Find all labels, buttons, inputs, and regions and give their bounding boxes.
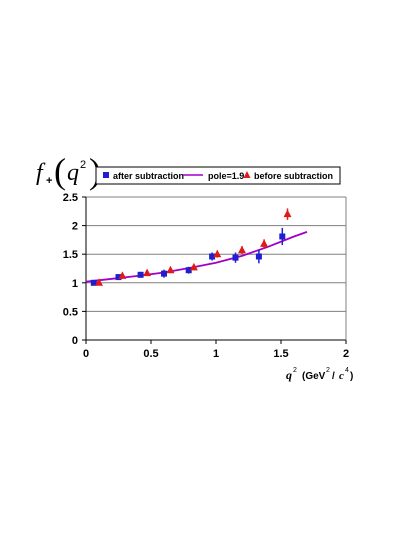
data-point-after	[209, 253, 216, 260]
x-label-unit-open: (GeV	[302, 371, 326, 382]
data-point-before	[238, 245, 246, 254]
y-tick-label: 0.5	[63, 306, 78, 318]
x-tick-label: 0.5	[143, 348, 158, 360]
data-point-after	[90, 279, 97, 286]
x-tick-label: 1.5	[273, 348, 288, 360]
y-tick-label: 0	[72, 335, 78, 347]
y-label-open-paren: (	[54, 151, 66, 191]
x-label-unit-superscript-1: 2	[326, 367, 330, 374]
plot-area: 0 0.5 1 1.5 2 2.5 0 0.5 1 1.5 2	[63, 192, 349, 360]
data-point-after	[279, 233, 286, 240]
legend: after subtraction pole=1.9 before subtra…	[95, 166, 341, 185]
x-label-c: c	[339, 370, 344, 382]
legend-marker-after	[103, 172, 109, 178]
x-label-unit-close: )	[350, 371, 353, 382]
x-label-q: q	[286, 368, 292, 382]
legend-label-pole: pole=1.9	[208, 171, 244, 181]
y-label-f: f	[36, 160, 46, 186]
data-point-before	[95, 278, 103, 286]
data-point-before	[283, 209, 292, 218]
y-tick-label: 2	[72, 221, 78, 233]
data-point-before	[143, 268, 152, 277]
x-tick-label: 2	[343, 348, 349, 360]
x-label-unit-superscript-2: 4	[345, 367, 349, 374]
y-label-q: q	[67, 160, 79, 186]
data-point-before	[189, 262, 198, 271]
axes	[85, 197, 347, 341]
y-label-superscript: 2	[80, 159, 86, 171]
x-tick-label: 1	[213, 348, 219, 360]
data-point-after	[232, 254, 239, 261]
data-point-after	[255, 253, 262, 260]
x-label-slash: /	[332, 371, 335, 382]
x-tick-label: 0	[83, 348, 89, 360]
data-point-before	[213, 249, 222, 258]
x-label-q-superscript: 2	[293, 367, 297, 374]
data-point-after	[137, 271, 144, 278]
legend-box	[95, 166, 341, 185]
legend-label-after: after subtraction	[113, 171, 184, 181]
y-label-subscript: +	[46, 175, 52, 187]
legend-label-before: before subtraction	[254, 171, 333, 181]
data-point-after	[185, 267, 192, 274]
x-axis-ticks: 0 0.5 1 1.5 2	[83, 340, 349, 360]
data-point-before	[166, 265, 175, 274]
y-axis-label: f + ( q 2 )	[36, 151, 101, 191]
data-point-after	[161, 270, 167, 277]
x-axis-label: q 2 (GeV 2 / c 4 )	[286, 367, 353, 382]
y-axis-ticks: 0 0.5 1 1.5 2 2.5	[63, 192, 86, 347]
data-point-before	[260, 239, 269, 247]
data-point-before	[118, 271, 127, 279]
legend-marker-before	[243, 171, 251, 178]
y-tick-label: 2.5	[63, 192, 78, 204]
y-tick-label: 1	[72, 278, 78, 290]
y-tick-label: 1.5	[63, 249, 78, 261]
series-layer	[85, 208, 308, 286]
data-point-after	[115, 274, 122, 281]
